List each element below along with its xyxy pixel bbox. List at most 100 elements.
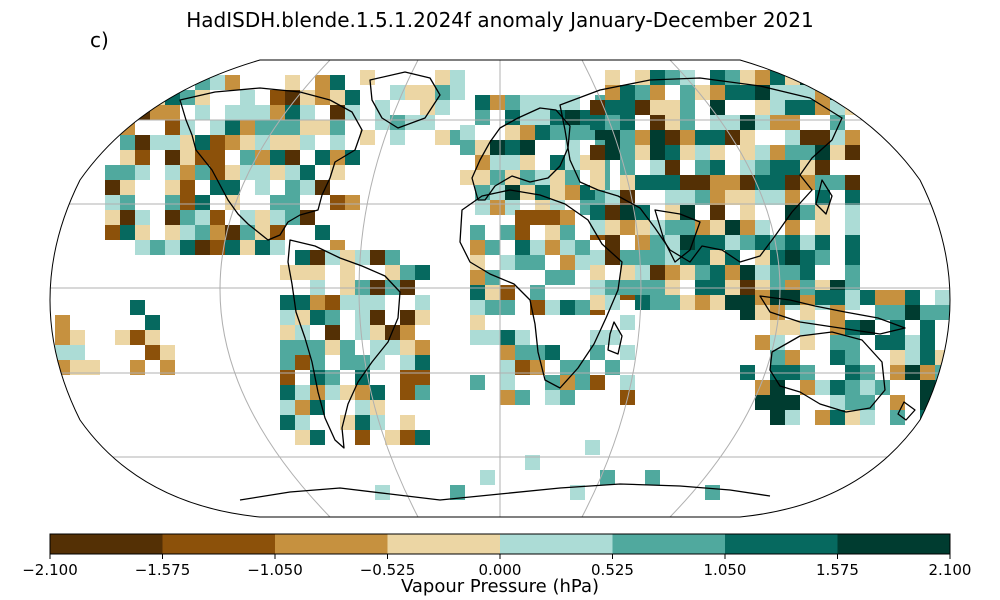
anomaly-cell <box>860 380 875 395</box>
anomaly-cell <box>145 345 160 360</box>
anomaly-cell <box>770 320 785 335</box>
anomaly-cell <box>635 295 650 310</box>
colorbar-tick-label: −2.100 <box>22 561 78 579</box>
anomaly-cell <box>500 345 515 360</box>
anomaly-cell <box>165 225 180 240</box>
anomaly-cell <box>475 95 490 110</box>
anomaly-cell <box>330 135 345 150</box>
anomaly-cell <box>890 305 905 320</box>
anomaly-cell <box>590 375 605 390</box>
anomaly-cell <box>845 290 860 305</box>
anomaly-cell <box>485 330 500 345</box>
anomaly-cell <box>605 250 620 265</box>
colorbar-tick-label: −0.525 <box>360 561 416 579</box>
anomaly-cell <box>770 145 785 160</box>
anomaly-cell <box>935 290 950 305</box>
anomaly-cell <box>310 310 325 325</box>
anomaly-cell <box>635 220 650 235</box>
anomaly-cell <box>180 225 195 240</box>
anomaly-cell <box>620 115 635 130</box>
anomaly-cell <box>845 250 860 265</box>
anomaly-cell <box>710 115 725 130</box>
colorbar-segment <box>50 534 163 554</box>
anomaly-cell <box>755 115 770 130</box>
anomaly-cell <box>385 250 400 265</box>
anomaly-cell <box>355 325 370 340</box>
anomaly-cell <box>120 225 135 240</box>
anomaly-cell <box>830 175 845 190</box>
anomaly-cell <box>460 170 475 185</box>
anomaly-cell <box>665 100 680 115</box>
anomaly-cell <box>785 115 800 130</box>
anomaly-cell <box>310 250 325 265</box>
anomaly-cell <box>620 175 635 190</box>
anomaly-cell <box>135 150 150 165</box>
anomaly-cell <box>605 145 620 160</box>
anomaly-cell <box>620 130 635 145</box>
anomaly-cell <box>490 95 505 110</box>
anomaly-cell <box>635 175 650 190</box>
anomaly-cell <box>325 295 340 310</box>
anomaly-cell <box>755 145 770 160</box>
anomaly-cell <box>370 415 385 430</box>
anomaly-cell <box>240 105 255 120</box>
anomaly-cell <box>680 175 695 190</box>
anomaly-cell <box>470 240 485 255</box>
anomaly-cell <box>560 300 575 315</box>
anomaly-cell <box>115 330 130 345</box>
anomaly-cell <box>55 345 70 360</box>
anomaly-cell <box>560 240 575 255</box>
anomaly-cell <box>770 115 785 130</box>
anomaly-cell <box>545 210 560 225</box>
anomaly-cell <box>315 150 330 165</box>
anomaly-cell <box>270 105 285 120</box>
anomaly-cell <box>535 185 550 200</box>
anomaly-cell <box>665 190 680 205</box>
anomaly-cell <box>845 220 860 235</box>
anomaly-cell <box>645 470 660 485</box>
anomaly-cell <box>180 240 195 255</box>
anomaly-cell <box>280 340 295 355</box>
anomaly-cell <box>415 385 430 400</box>
anomaly-cell <box>240 240 255 255</box>
coastline-africa <box>459 189 623 389</box>
colorbar-segment <box>275 534 388 554</box>
anomaly-cell <box>300 165 315 180</box>
anomaly-cell <box>280 355 295 370</box>
anomaly-cell <box>560 375 575 390</box>
anomaly-cell <box>70 345 85 360</box>
anomaly-cell <box>520 110 535 125</box>
anomaly-cell <box>845 410 860 425</box>
anomaly-cell <box>830 350 845 365</box>
anomaly-cell <box>515 390 530 405</box>
anomaly-cell <box>665 70 680 85</box>
anomaly-cell <box>120 165 135 180</box>
anomaly-cell <box>710 85 725 100</box>
anomaly-cell <box>755 305 770 320</box>
anomaly-cell <box>785 190 800 205</box>
anomaly-cell <box>310 340 325 355</box>
anomaly-cell <box>270 135 285 150</box>
anomaly-cell <box>420 85 435 100</box>
anomaly-cell <box>315 180 330 195</box>
anomaly-cell <box>535 125 550 140</box>
anomaly-cell <box>385 340 400 355</box>
anomaly-cell <box>295 265 310 280</box>
anomaly-cell <box>620 375 635 390</box>
anomaly-cell <box>470 375 485 390</box>
map-title: HadISDH.blende.1.5.1.2024f anomaly Janua… <box>186 8 814 32</box>
anomaly-cell <box>340 265 355 280</box>
anomaly-cell <box>515 240 530 255</box>
anomaly-cell <box>415 370 430 385</box>
anomaly-cell <box>270 120 285 135</box>
colorbar-tick-label: −1.575 <box>135 561 191 579</box>
anomaly-cell <box>785 235 800 250</box>
anomaly-cell <box>740 130 755 145</box>
anomaly-cell <box>845 145 860 160</box>
anomaly-cell <box>845 175 860 190</box>
anomaly-cell <box>330 90 345 105</box>
anomaly-cell <box>530 240 545 255</box>
anomaly-cell <box>725 85 740 100</box>
anomaly-cell <box>680 190 695 205</box>
anomaly-cell <box>165 210 180 225</box>
